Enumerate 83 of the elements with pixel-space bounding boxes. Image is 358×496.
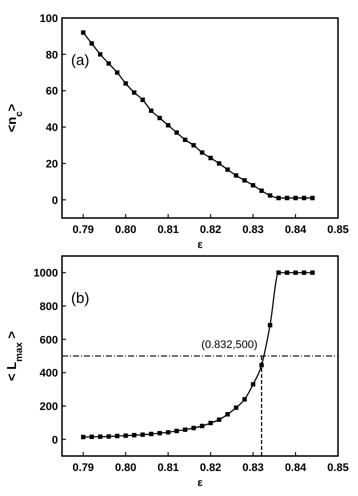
point	[90, 41, 94, 46]
y-tick-label: 600	[40, 334, 58, 346]
x-tick-label: 0.83	[242, 462, 264, 474]
x-tick-label: 0.82	[200, 462, 222, 474]
point	[148, 432, 154, 436]
point	[200, 150, 204, 155]
point	[191, 143, 196, 148]
point	[140, 432, 145, 437]
point	[242, 178, 247, 183]
x-tick-label: 0.79	[72, 462, 94, 474]
point	[268, 193, 272, 198]
point	[191, 426, 196, 430]
point	[166, 123, 170, 128]
y-tick-label: 60	[46, 86, 58, 98]
point	[98, 52, 102, 57]
point	[81, 30, 86, 35]
point	[284, 270, 290, 275]
x-tick-label: 0.84	[284, 224, 308, 236]
point	[166, 430, 170, 435]
x-tick-label: 0.79	[72, 224, 94, 236]
point	[302, 270, 306, 275]
point	[250, 183, 256, 188]
point	[259, 362, 264, 368]
point	[132, 432, 136, 438]
point	[242, 397, 247, 402]
point	[216, 417, 222, 422]
annotation: (0.832,500)	[201, 339, 258, 351]
point	[140, 98, 145, 102]
annotation: (a)	[71, 52, 90, 69]
x-tick-label: 0.80	[114, 462, 136, 474]
y-tick-label: 800	[40, 301, 58, 313]
x-tick-label: 0.81	[157, 462, 179, 474]
point	[174, 130, 179, 135]
point	[208, 420, 213, 426]
y-tick-label: 400	[40, 368, 58, 380]
point	[182, 138, 188, 142]
point	[208, 156, 213, 160]
x-tick-label: 0.84	[284, 462, 308, 474]
point	[216, 161, 222, 166]
point	[90, 434, 94, 440]
point	[123, 81, 128, 86]
point	[106, 434, 111, 439]
point	[293, 270, 298, 275]
x-tick-label: 0.85	[327, 224, 349, 236]
point	[234, 173, 238, 178]
annotation: (b)	[71, 290, 90, 307]
point	[98, 434, 102, 439]
x-axis-title: ε	[197, 239, 204, 251]
x-tick-label: 0.83	[242, 224, 264, 236]
y-tick-label: 0	[52, 434, 58, 446]
point	[225, 167, 230, 172]
point	[157, 430, 162, 436]
x-tick-label: 0.85	[327, 462, 349, 474]
point	[259, 188, 264, 193]
x-axis-title: ε	[197, 477, 204, 489]
point	[132, 90, 136, 95]
point	[276, 196, 281, 200]
point	[250, 382, 256, 387]
point	[106, 61, 111, 66]
point	[182, 427, 188, 432]
x-tick-label: 0.81	[157, 224, 179, 236]
point	[268, 322, 272, 328]
point	[115, 434, 120, 438]
point	[115, 70, 120, 75]
point	[123, 433, 128, 438]
y-tick-label: 1000	[34, 268, 58, 280]
y-tick-label: 20	[46, 158, 58, 170]
point	[234, 405, 238, 410]
x-tick-label: 0.82	[200, 224, 222, 236]
point	[225, 412, 230, 417]
y-tick-label: 100	[40, 13, 58, 25]
y-tick-label: 40	[46, 122, 58, 134]
point	[157, 116, 162, 120]
y-tick-label: 80	[46, 49, 58, 62]
point	[310, 270, 315, 275]
y-tick-label: 0	[52, 194, 58, 207]
point	[174, 428, 179, 434]
point	[81, 434, 86, 440]
point	[148, 108, 154, 113]
y-tick-label: 200	[40, 401, 58, 413]
x-tick-label: 0.80	[114, 224, 136, 236]
point	[276, 270, 281, 275]
point	[200, 424, 204, 428]
